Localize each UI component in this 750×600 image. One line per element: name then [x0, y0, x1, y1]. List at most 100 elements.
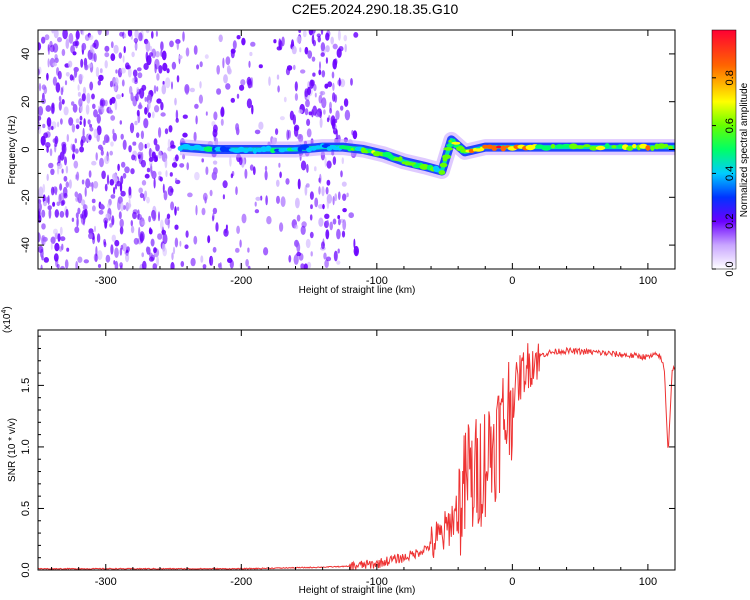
noise-speck	[155, 144, 160, 152]
noise-speck	[42, 236, 48, 242]
noise-speck	[99, 68, 103, 74]
noise-speck	[74, 67, 78, 78]
noise-speck	[329, 221, 334, 231]
noise-speck	[105, 254, 111, 263]
noise-speck	[120, 67, 126, 74]
noise-speck	[158, 211, 160, 222]
noise-speck	[72, 103, 78, 113]
noise-speck	[319, 61, 321, 70]
noise-speck	[53, 253, 59, 262]
noise-speck	[150, 238, 155, 247]
noise-speck	[306, 118, 311, 126]
noise-speck	[41, 209, 46, 218]
noise-speck	[127, 67, 132, 78]
noise-speck	[193, 235, 198, 245]
noise-speck	[293, 64, 296, 71]
ridge-blob	[446, 143, 454, 147]
noise-speck	[305, 183, 310, 188]
noise-speck	[332, 43, 338, 50]
noise-speck	[66, 247, 70, 252]
noise-speck	[130, 220, 133, 227]
noise-speck	[91, 160, 97, 166]
noise-speck	[244, 168, 248, 179]
noise-speck	[104, 52, 110, 58]
ridge-blob	[439, 162, 448, 168]
noise-speck	[100, 146, 104, 151]
noise-speck	[224, 229, 227, 234]
noise-speck	[82, 127, 85, 139]
noise-speck	[47, 195, 50, 205]
noise-speck	[336, 48, 342, 58]
y-tick-label: 1.0	[20, 439, 32, 454]
noise-speck	[81, 179, 85, 185]
noise-speck	[199, 61, 203, 68]
noise-speck	[50, 168, 55, 175]
noise-speck	[301, 221, 307, 228]
noise-speck	[236, 35, 241, 40]
noise-speck	[139, 87, 145, 99]
noise-speck	[87, 119, 91, 125]
noise-speck	[113, 186, 116, 195]
noise-speck	[160, 41, 164, 51]
noise-speck	[110, 244, 114, 255]
colorbar-tick-label: 0.4	[724, 166, 736, 181]
noise-speck	[176, 75, 180, 83]
noise-speck	[61, 168, 64, 174]
noise-speck	[258, 64, 263, 69]
noise-speck	[144, 190, 148, 199]
noise-speck	[164, 157, 168, 169]
ridge-blob	[451, 138, 456, 143]
noise-speck	[71, 123, 76, 133]
noise-speck	[147, 99, 151, 110]
noise-speck	[146, 196, 150, 204]
noise-speck	[41, 97, 46, 105]
noise-speck	[47, 205, 52, 211]
noise-speck	[174, 177, 178, 183]
noise-speck	[249, 51, 253, 57]
noise-speck	[307, 50, 313, 59]
noise-speck	[113, 260, 116, 265]
noise-speck	[128, 198, 131, 210]
chart-title: C2E5.2024.290.18.35.G10	[291, 1, 459, 17]
noise-speck	[74, 148, 79, 154]
ridge-blob	[604, 143, 610, 149]
noise-speck	[133, 37, 139, 44]
noise-speck	[250, 41, 256, 47]
noise-speck	[333, 250, 338, 262]
snr-y-label: SNR (10 * v/v)	[7, 418, 18, 482]
noise-speck	[137, 72, 143, 79]
noise-speck	[151, 31, 154, 39]
noise-speck	[139, 192, 144, 199]
noise-speck	[68, 32, 74, 44]
noise-speck	[236, 225, 241, 234]
noise-speck	[104, 60, 108, 69]
noise-speck	[125, 62, 130, 70]
noise-speck	[109, 179, 115, 186]
noise-speck	[317, 35, 321, 43]
noise-speck	[61, 143, 67, 155]
noise-speck	[57, 155, 61, 165]
y-tick-label: 1.5	[20, 378, 32, 393]
ridge-blob	[626, 146, 634, 151]
noise-speck	[89, 81, 94, 91]
noise-speck	[82, 215, 86, 226]
noise-speck	[222, 180, 228, 189]
colorbar-tick-label: 0.8	[724, 70, 736, 85]
noise-speck	[92, 103, 96, 110]
noise-speck	[212, 212, 215, 221]
noise-speck	[75, 212, 79, 219]
noise-speck	[306, 261, 312, 269]
noise-speck	[52, 62, 57, 67]
noise-speck	[157, 233, 163, 240]
noise-speck	[46, 117, 52, 127]
noise-speck	[158, 150, 162, 159]
noise-speck	[65, 208, 69, 218]
noise-speck	[285, 67, 291, 76]
noise-speck	[305, 99, 310, 108]
noise-speck	[114, 183, 118, 190]
noise-speck	[340, 105, 344, 111]
noise-speck	[331, 71, 335, 79]
noise-speck	[220, 106, 225, 117]
noise-speck	[288, 254, 292, 263]
noise-speck	[118, 52, 123, 59]
